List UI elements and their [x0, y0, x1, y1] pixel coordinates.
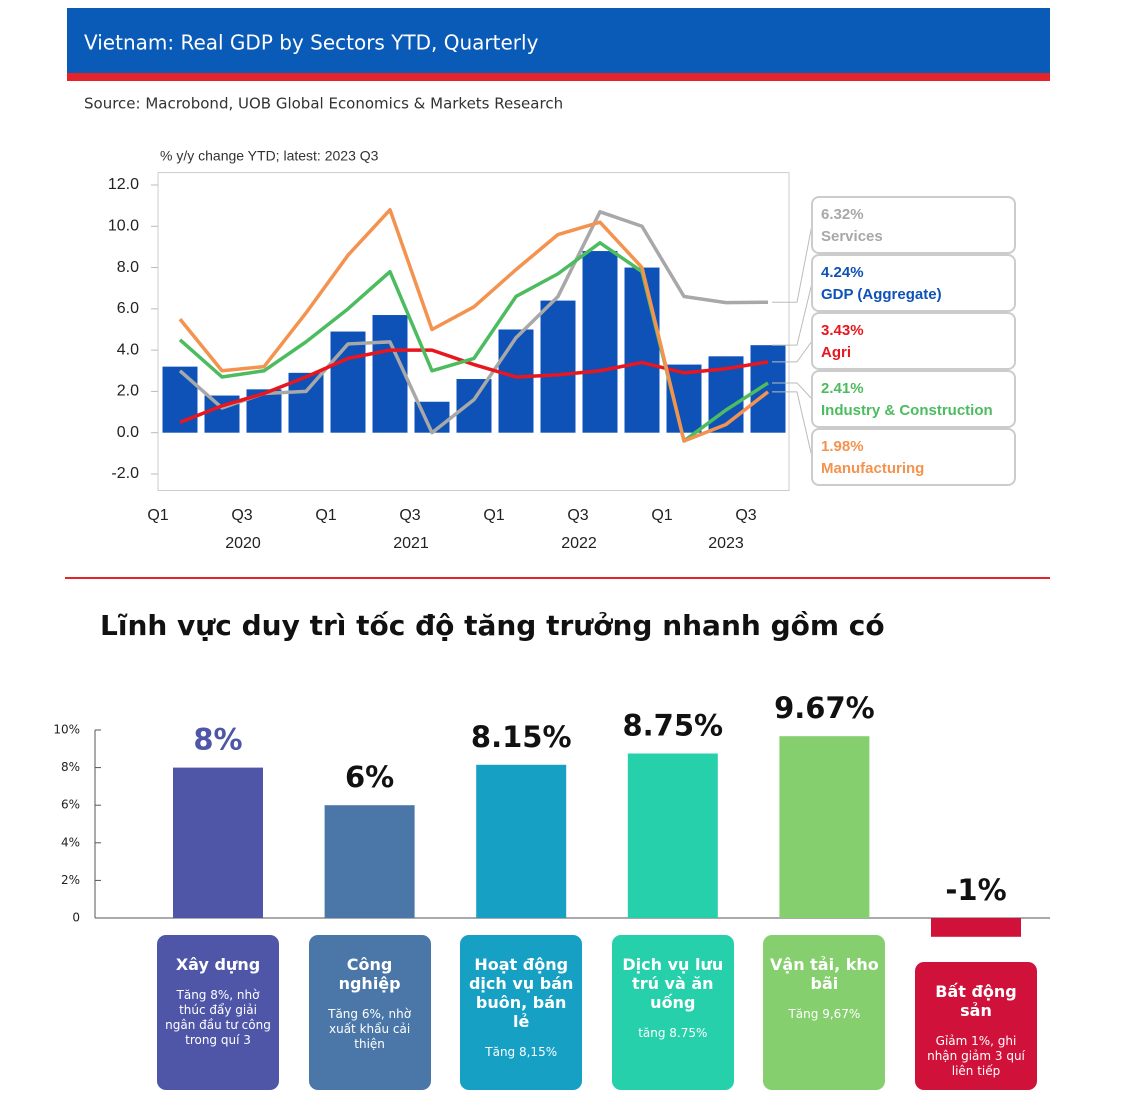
header-stripe	[67, 73, 1050, 81]
bar	[330, 331, 366, 433]
connector	[772, 282, 813, 346]
bar	[931, 918, 1021, 937]
category-description: Tăng 6%, nhờ xuất khẩu cải thiện	[328, 1007, 412, 1051]
category-card: Xây dựng Tăng 8%, nhờ thúc đẩy giải ngân …	[157, 935, 279, 1090]
bar	[498, 329, 534, 433]
x-tick-label: Q3	[231, 507, 252, 524]
y-tick-label: 8.0	[117, 259, 139, 276]
x-tick-label: Q3	[399, 507, 420, 524]
legend-value: 4.24%	[821, 264, 864, 281]
plot-frame	[157, 172, 790, 491]
y-tick-label: 6.0	[117, 300, 139, 317]
bar	[173, 767, 263, 918]
x-tick-label: Q1	[147, 507, 168, 524]
legend-label: Manufacturing	[821, 460, 924, 477]
x-tick-label: Q1	[315, 507, 336, 524]
legend-box	[811, 370, 1016, 428]
header-band	[67, 8, 1050, 73]
category-description: Gỉảm 1%, ghi nhận giảm 3 quí liên tiếp	[927, 1034, 1025, 1078]
legend-value: 6.32%	[821, 206, 864, 223]
bar	[624, 267, 660, 433]
line	[178, 210, 769, 435]
x-tick-label: Q3	[567, 507, 588, 524]
x-group-label: 2023	[708, 535, 744, 552]
category-label: Vận tải, kho bãi	[770, 955, 879, 993]
y-tick-label: 2%	[61, 873, 80, 887]
connector	[772, 224, 813, 303]
legend-box	[811, 312, 1016, 370]
connector	[772, 340, 813, 363]
category-label: Dịch vụ lưu trú và ăn uống	[622, 955, 724, 1012]
bar	[540, 300, 576, 433]
bar	[324, 805, 415, 918]
x-tick-label: Q3	[735, 507, 756, 524]
legend-value: 2.41%	[821, 380, 864, 397]
y-axis-label: % y/y change YTD; latest: 2023 Q3	[160, 148, 379, 164]
x-group-label: 2021	[393, 535, 429, 552]
source: Source: Macrobond, UOB Global Economics …	[84, 95, 563, 113]
x-group-label: 2022	[561, 535, 597, 552]
bar	[372, 315, 408, 433]
bar	[582, 251, 618, 433]
category-card: Vận tải, kho bãi Tăng 9,67%	[763, 935, 886, 1090]
category-description: Tăng 8%, nhờ thúc đẩy giải ngân đầu tư c…	[165, 988, 271, 1047]
category-label: Bất động sản	[935, 982, 1017, 1020]
connector	[772, 391, 813, 458]
legend-box	[811, 428, 1016, 486]
legend-label: GDP (Aggregate)	[821, 286, 942, 303]
line	[179, 348, 769, 425]
y-tick-label: 8%	[61, 760, 80, 774]
value-label: 8.75%	[622, 709, 723, 743]
y-tick-label: 0.0	[117, 424, 139, 441]
bar	[476, 764, 567, 918]
legend-value: 1.98%	[821, 438, 864, 455]
bar	[456, 379, 492, 433]
x-group-label: 2020	[225, 535, 261, 552]
legend-label: Industry & Construction	[821, 402, 993, 419]
category-card: Dịch vụ lưu trú và ăn uống tăng 8.75%	[611, 935, 734, 1090]
connector	[772, 382, 813, 400]
category-label: Hoạt động dịch vụ bán buôn, bán lẻ	[468, 955, 574, 1031]
y-tick-label: 12.0	[108, 176, 139, 193]
legend-box	[811, 254, 1016, 312]
x-tick-label: Q1	[651, 507, 672, 524]
category-card: Hoạt động dịch vụ bán buôn, bán lẻ Tăng 8…	[460, 935, 583, 1090]
chart-title: Lĩnh vực duy trì tốc độ tăng trưởng nhan…	[100, 609, 885, 642]
category-label: Xây dựng	[175, 955, 261, 974]
value-label: 6%	[345, 760, 394, 794]
y-tick-label: 4%	[61, 835, 80, 849]
bar	[627, 753, 718, 918]
category-description: Tăng 9,67%	[788, 1007, 861, 1021]
legend-box	[811, 196, 1016, 254]
y-tick-label: 4.0	[117, 341, 139, 358]
legend-label: Services	[821, 228, 883, 245]
category-card: Công nghiệp Tăng 6%, nhờ xuất khẩu cải th…	[308, 935, 431, 1090]
value-label: 8.15%	[471, 720, 572, 754]
legend-label: Agri	[821, 344, 851, 361]
category-description: tăng 8.75%	[638, 1026, 708, 1040]
y-tick-label: 2.0	[117, 383, 139, 400]
category-label: Công nghiệp	[338, 955, 401, 993]
bar	[162, 366, 198, 433]
y-tick-label: 0	[72, 911, 80, 925]
legend-value: 3.43%	[821, 322, 864, 339]
value-label: -1%	[945, 873, 1006, 907]
y-tick-label: 6%	[61, 798, 80, 812]
bar	[779, 736, 870, 918]
x-tick-label: Q1	[483, 507, 504, 524]
value-label: 9.67%	[774, 691, 875, 725]
line	[178, 208, 770, 443]
y-tick-label: -2.0	[111, 465, 139, 482]
chart-title: Vietnam: Real GDP by Sectors YTD, Quarte…	[84, 31, 539, 55]
y-tick-label: 10%	[53, 723, 80, 737]
y-tick-label: 10.0	[108, 217, 139, 234]
category-card: Bất động sản Gỉảm 1%, ghi nhận giảm 3 quí…	[915, 962, 1037, 1090]
category-description: Tăng 8,15%	[485, 1045, 558, 1059]
value-label: 8%	[193, 723, 242, 757]
